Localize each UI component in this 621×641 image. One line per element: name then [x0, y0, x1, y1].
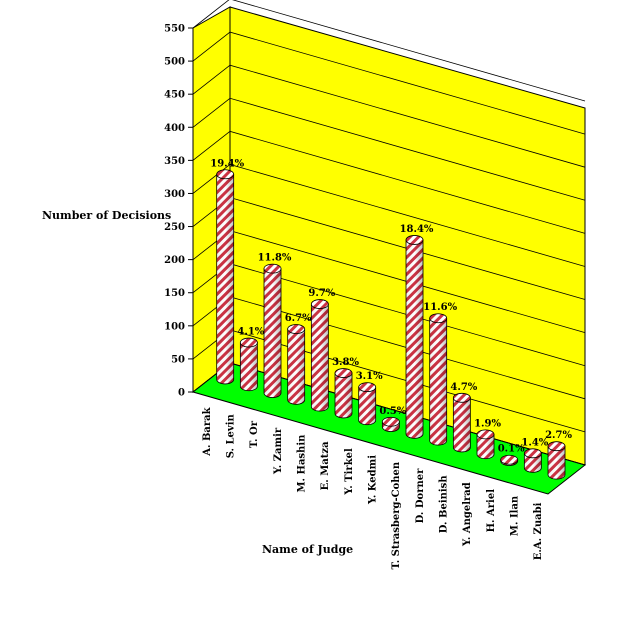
bar [429, 313, 448, 446]
x-tick-label: T. Strasberg-Cohen [391, 461, 402, 569]
gridline [192, 97, 586, 201]
y-tick-label: 450 [164, 90, 185, 101]
bar [405, 235, 424, 439]
x-tick-label: Y. Angelrad [462, 482, 473, 547]
y-tick-label: 400 [164, 123, 185, 134]
x-tick-label: S. Levin [226, 413, 237, 458]
x-axis-labels: A. Barak S. Levin T. Or Y. Zamir M. Hashin E.… [202, 406, 544, 569]
y-tick-label: 100 [164, 321, 185, 332]
x-tick-label: H. Ariel [486, 489, 497, 533]
y-tick-label: 0 [178, 388, 185, 399]
y-tick-label: 150 [164, 288, 185, 299]
data-label: 9.7% [308, 288, 335, 299]
y-tick-label: 550 [164, 24, 185, 35]
y-tick-label: 350 [164, 156, 185, 167]
bar [216, 169, 235, 385]
bar [452, 392, 471, 453]
x-tick-label: E. Matza [320, 441, 331, 490]
x-tick-label: M. Hashin [297, 434, 308, 493]
gridline [192, 0, 586, 102]
bar [287, 324, 306, 405]
bar [547, 441, 566, 480]
x-tick-label: Y. Tirkel [344, 448, 355, 496]
y-tick-label: 50 [171, 354, 185, 365]
data-label: 6.7% [285, 313, 312, 324]
bar [500, 454, 519, 466]
bar [263, 263, 282, 398]
bar [523, 448, 542, 473]
data-label: 4.1% [237, 327, 264, 338]
x-tick-label: D. Dorner [415, 468, 426, 524]
x-tick-label: A. Barak [202, 406, 213, 456]
bar [239, 337, 258, 392]
y-tick-label: 500 [164, 57, 185, 68]
x-tick-label: Y. Zamir [273, 427, 284, 475]
x-axis-title: Name of Judge [262, 543, 353, 556]
data-label: 0.5% [379, 406, 406, 417]
data-label: 11.8% [258, 253, 292, 264]
y-axis-title: Number of Decisions [42, 209, 171, 222]
x-tick-label: M. Ilan [510, 495, 521, 536]
bar [476, 429, 495, 460]
y-axis: 0 50 100 150 200 250 300 350 400 450 500 550 [164, 24, 194, 399]
data-label: 18.4% [400, 224, 434, 235]
data-label: 19.4% [210, 158, 244, 169]
bars [216, 169, 566, 480]
gridline [192, 164, 586, 267]
data-label: 3.8% [332, 357, 359, 368]
gridline [192, 130, 586, 234]
x-tick-label: E.A. Zuabi [533, 502, 544, 560]
data-label: 2.7% [545, 430, 572, 441]
data-label: 11.6% [423, 302, 457, 313]
bar [310, 299, 329, 412]
gridline [192, 31, 586, 135]
y-tick-label: 300 [164, 189, 185, 200]
bar [381, 416, 400, 432]
data-label: 1.4% [521, 437, 548, 448]
data-label: 3.1% [356, 371, 383, 382]
x-tick-label: T. Or [249, 420, 260, 448]
bar [358, 382, 377, 426]
x-tick-label: Y. Kedmi [368, 455, 379, 505]
gridline [192, 64, 586, 168]
bar [334, 368, 353, 419]
data-label: 0.1% [498, 444, 525, 455]
data-labels: 19.4% 4.1% 11.8% 6.7% 9.7% 3.8% 3.1% 0.5% 18.4% 1… [210, 158, 572, 454]
y-tick-label: 200 [164, 255, 185, 266]
x-tick-label: D. Beinish [439, 475, 450, 534]
y-tick-label: 250 [164, 222, 185, 233]
data-label: 1.9% [474, 418, 501, 429]
data-label: 4.7% [450, 382, 477, 393]
